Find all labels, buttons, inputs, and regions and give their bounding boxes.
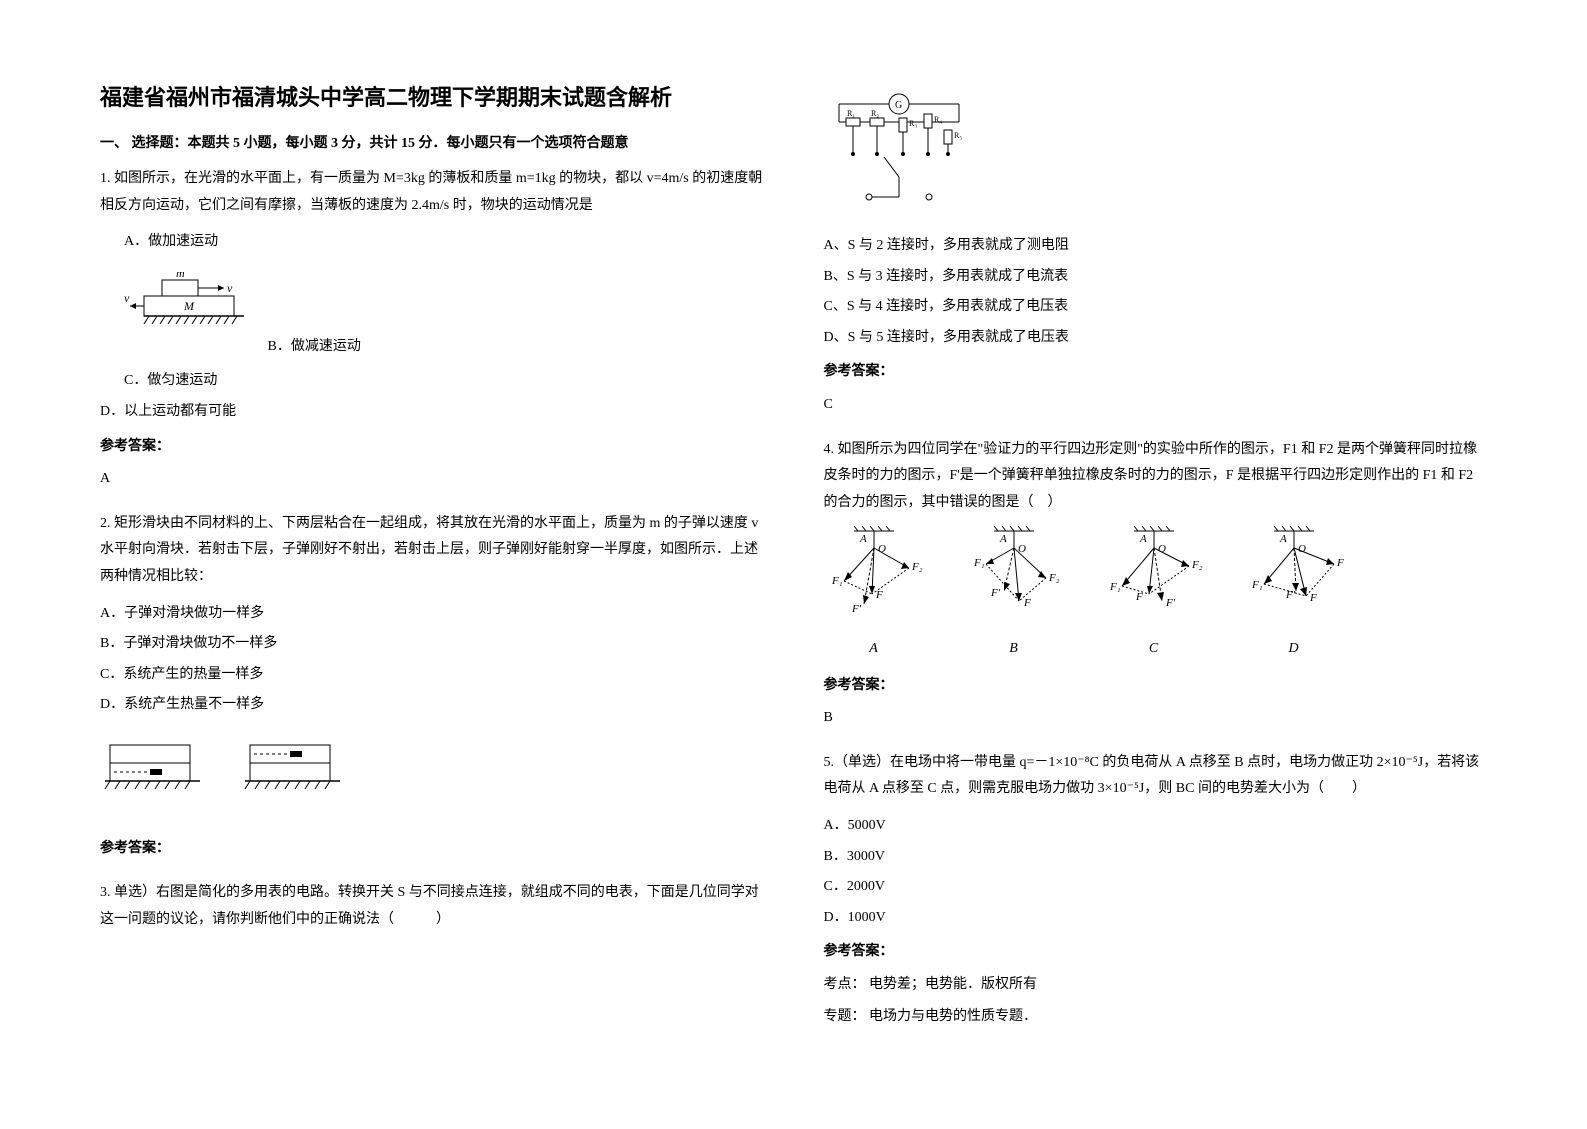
svg-text:A: A — [999, 533, 1007, 545]
question-5: 5.（单选）在电场中将一带电量 q=－1×10⁻⁸C 的负电荷从 A 点移至 B… — [824, 750, 1488, 1031]
q1-optD: D．以上运动都有可能 — [100, 399, 764, 426]
q2-answer-label: 参考答案： — [100, 836, 764, 863]
q1-optC: C．做匀速运动 — [124, 368, 764, 395]
question-2: 2. 矩形滑块由不同材料的上、下两层粘合在一起组成，将其放在光滑的水平面上，质量… — [100, 511, 764, 862]
q1-answer: A — [100, 466, 764, 493]
q3-fig-R5: R₅ — [954, 131, 962, 140]
left-column: 福建省福州市福清城头中学高二物理下学期期末试题含解析 一、 选择题：本题共 5 … — [100, 80, 764, 1049]
q1-fig-v1: v — [227, 281, 233, 295]
q1-answer-label: 参考答案： — [100, 434, 764, 461]
q1-fig-M: M — [183, 299, 195, 313]
svg-text:O: O — [1298, 543, 1306, 555]
q4-text: 4. 如图所示为四位同学在"验证力的平行四边形定则"的实验中所作的图示，F1 和… — [824, 437, 1488, 517]
q4-diagrams: A O F₁ F₂ F F' A — [824, 526, 1488, 662]
svg-text:F': F' — [1165, 597, 1176, 609]
svg-text:F: F — [1309, 592, 1317, 604]
svg-text:F₂: F₂ — [911, 561, 923, 573]
q2-optC: C．系统产生的热量一样多 — [100, 662, 764, 689]
q4-labA: A — [824, 636, 924, 663]
q5-optC: C．2000V — [824, 874, 1488, 901]
q3-fig-R2: R₂ — [871, 109, 879, 118]
svg-text:F₁: F₁ — [831, 575, 843, 587]
q4-answer: B — [824, 705, 1488, 732]
q5-optD: D．1000V — [824, 905, 1488, 932]
q3-fig-R3: R₃ — [909, 119, 917, 128]
svg-text:F: F — [1135, 591, 1143, 603]
svg-text:A: A — [859, 533, 867, 545]
q2-text: 2. 矩形滑块由不同材料的上、下两层粘合在一起组成，将其放在光滑的水平面上，质量… — [100, 511, 764, 591]
svg-text:F₂: F₂ — [1048, 572, 1060, 584]
svg-text:G: G — [895, 100, 902, 111]
q4-labD: D — [1244, 636, 1344, 663]
svg-text:F₂: F₂ — [1191, 559, 1203, 571]
q5-text: 5.（单选）在电场中将一带电量 q=－1×10⁻⁸C 的负电荷从 A 点移至 B… — [824, 750, 1488, 803]
question-4: 4. 如图所示为四位同学在"验证力的平行四边形定则"的实验中所作的图示，F1 和… — [824, 437, 1488, 732]
svg-text:F': F' — [851, 603, 862, 615]
q3-fig-R1: R₁ — [847, 109, 855, 118]
q5-optB: B．3000V — [824, 844, 1488, 871]
svg-text:F: F — [1023, 597, 1031, 609]
q4-labC: C — [1104, 636, 1204, 663]
q4-answer-label: 参考答案： — [824, 673, 1488, 700]
svg-text:F: F — [875, 589, 883, 601]
q1-text: 1. 如图所示，在光滑的水平面上，有一质量为 M=3kg 的薄板和质量 m=1k… — [100, 166, 764, 219]
question-1: 1. 如图所示，在光滑的水平面上，有一质量为 M=3kg 的薄板和质量 m=1k… — [100, 166, 764, 493]
q1-figure: m M v v — [124, 272, 264, 353]
q3-optB: B、S 与 3 连接时，多用表就成了电流表 — [824, 264, 1488, 291]
q1-optB: B．做减速运动 — [268, 334, 361, 361]
svg-text:F': F' — [990, 587, 1001, 599]
svg-text:O: O — [878, 543, 886, 555]
q1-optA: A．做加速运动 — [124, 229, 764, 256]
q5-optA: A．5000V — [824, 813, 1488, 840]
q2-optA: A．子弹对滑块做功一样多 — [100, 601, 764, 628]
section-header: 一、 选择题：本题共 5 小题，每小题 3 分，共计 15 分．每小题只有一个选… — [100, 132, 764, 152]
svg-text:A: A — [1139, 533, 1147, 545]
q4-diag-C: A O F₁ F₂ F F' C — [1104, 526, 1204, 662]
q3-answer: C — [824, 392, 1488, 419]
q4-labB: B — [964, 636, 1064, 663]
svg-text:F₁: F₁ — [973, 557, 985, 569]
q3-figure: G R₁ R₂ R₃ R₄ R₅ — [824, 92, 974, 217]
right-column: G R₁ R₂ R₃ R₄ R₅ — [824, 80, 1488, 1049]
q3-answer-label: 参考答案： — [824, 359, 1488, 386]
q2-optB: B．子弹对滑块做功不一样多 — [100, 631, 764, 658]
q2-optD: D．系统产生热量不一样多 — [100, 692, 764, 719]
q5-meta1: 考点： 电势差；电势能．版权所有 — [824, 972, 1488, 999]
question-3-options: A、S 与 2 连接时，多用表就成了测电阻 B、S 与 3 连接时，多用表就成了… — [824, 233, 1488, 419]
q2-figure — [100, 735, 360, 816]
q3-optD: D、S 与 5 连接时，多用表就成了电压表 — [824, 325, 1488, 352]
q5-answer-label: 参考答案： — [824, 939, 1488, 966]
q5-meta2: 专题： 电场力与电势的性质专题． — [824, 1004, 1488, 1031]
page-title: 福建省福州市福清城头中学高二物理下学期期末试题含解析 — [100, 80, 764, 112]
q4-diag-A: A O F₁ F₂ F F' A — [824, 526, 924, 662]
q3-optC: C、S 与 4 连接时，多用表就成了电压表 — [824, 294, 1488, 321]
q1-fig-v2: v — [124, 291, 130, 305]
svg-text:F₁: F₁ — [1109, 581, 1121, 593]
q4-diag-B: A O F₁ F₂ F' F B — [964, 526, 1064, 662]
q3-optA: A、S 与 2 连接时，多用表就成了测电阻 — [824, 233, 1488, 260]
svg-text:A: A — [1279, 533, 1287, 545]
question-3-intro: 3. 单选）右图是简化的多用表的电路。转换开关 S 与不同接点连接，就组成不同的… — [100, 880, 764, 933]
svg-text:F₂: F₂ — [1336, 557, 1344, 569]
q3-text: 3. 单选）右图是简化的多用表的电路。转换开关 S 与不同接点连接，就组成不同的… — [100, 880, 764, 933]
q4-diag-D: A O F₁ F₂ F' F D — [1244, 526, 1344, 662]
q3-fig-R4: R₄ — [934, 115, 942, 124]
svg-text:F₁: F₁ — [1251, 579, 1263, 591]
svg-text:F': F' — [1285, 589, 1296, 601]
q1-fig-m: m — [176, 272, 185, 280]
